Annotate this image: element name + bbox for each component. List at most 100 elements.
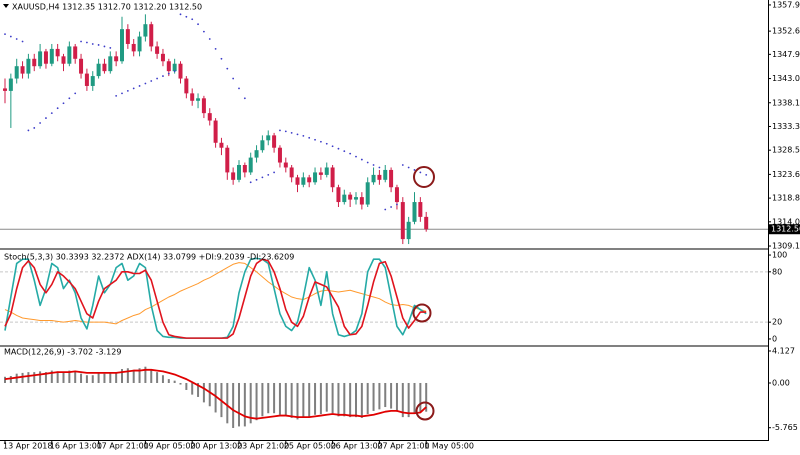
sar-dot [9,35,12,38]
candle-body [254,150,259,158]
y-tick-label: 1347.90 [772,50,800,59]
x-tick-label: 1 May 05:00 [424,442,474,451]
histogram-bar [121,369,123,383]
histogram-bar [126,368,129,383]
candle-body [336,187,341,203]
sar-dot [21,40,24,43]
candle-body [354,197,358,200]
sar-dot [144,82,147,85]
candle-body [400,202,405,240]
sar-dot [290,131,293,134]
sar-dot [156,77,159,80]
histogram-bar [103,373,106,383]
x-tick-label: 25 Apr 05:00 [284,442,336,451]
y-tick-label: 1328.50 [772,146,800,155]
candle-body [394,187,399,203]
candle-body [190,93,195,101]
histogram-bar [50,370,53,383]
sar-dot [191,18,194,21]
histogram-bar [308,382,311,418]
sar-dot [208,38,211,40]
sar-dot [138,85,141,87]
sar-dot [115,94,118,97]
candle-body [79,58,84,74]
sar-dot [302,134,305,137]
sar-dot [68,97,71,100]
annotation-circle [413,166,435,188]
sar-dot [185,15,188,18]
sar-dot [86,41,88,44]
y-tick-label: 0.00 [772,378,790,387]
histogram-bar [214,382,217,413]
sar-dot [261,176,264,179]
indicator-title: MACD(12,26,9) -3.702 -3.129 [4,348,121,357]
histogram-bar [185,382,188,390]
histogram-bar [115,372,118,383]
x-tick-label: 13 Apr 2018 [3,442,52,451]
histogram-bar [407,382,410,418]
indicator-line [4,258,427,339]
x-tick-label: 19 Apr 05:00 [143,442,195,451]
sar-dot [15,38,18,40]
histogram-bar [62,372,65,383]
candle-body [14,66,19,79]
sar-dot [150,80,153,82]
sar-dot [121,92,123,95]
candle-body [242,165,247,173]
histogram-bar [337,382,340,417]
histogram-bar [314,382,317,415]
histogram-bar [173,380,176,383]
histogram-bar [226,382,229,424]
candle-body [155,46,160,54]
candle-body [8,78,13,91]
sar-dot [378,166,381,169]
histogram-bar [191,382,194,395]
x-tick-label: 26 Apr 13:00 [331,442,383,451]
histogram-bar [156,372,159,383]
histogram-bar [68,370,71,383]
candle-body [26,58,31,74]
x-tick-label: 23 Apr 21:00 [237,442,289,451]
candle-body [149,24,154,47]
candle-body [260,140,265,151]
current-price-label: 1312.50 [771,225,800,234]
sar-dot [103,45,106,48]
histogram-bar [144,366,147,383]
chart-title: XAUUSD,H4 1312.35 1312.70 1312.20 1312.5… [12,3,202,12]
sar-dot [384,208,387,211]
histogram-bar [249,382,252,424]
sar-dot [337,147,340,150]
x-tick-label: 27 Apr 21:00 [377,442,429,451]
candle-body [348,194,353,200]
sar-dot [220,57,223,60]
candle-body [20,66,25,74]
sar-dot [413,169,416,171]
sar-dot [173,70,176,73]
sar-dot [273,171,275,174]
histogram-bar [91,375,94,383]
y-tick-label: 20 [772,318,782,327]
histogram-bar [302,382,305,418]
histogram-bar [360,382,363,418]
x-tick-label: 16 Apr 13:00 [50,442,102,451]
y-tick-label: -5.765 [772,423,798,432]
candle-body [418,202,423,217]
histogram-bar [56,371,59,383]
sar-dot [80,40,82,43]
candle-body [231,172,236,180]
sar-dot [372,164,375,166]
sar-dot [126,90,129,92]
histogram-bar [296,382,299,420]
candle-body [213,120,218,143]
histogram-bar [425,382,428,412]
candle-body [90,76,95,86]
annotation-circle [412,303,432,323]
histogram-bar [232,382,235,428]
annotation-circle [415,401,435,421]
histogram-bar [413,382,416,413]
menu-icon[interactable] [3,4,9,8]
y-tick-label: 1338.10 [772,98,800,107]
sar-dot [308,136,311,139]
sar-dot [109,47,112,49]
